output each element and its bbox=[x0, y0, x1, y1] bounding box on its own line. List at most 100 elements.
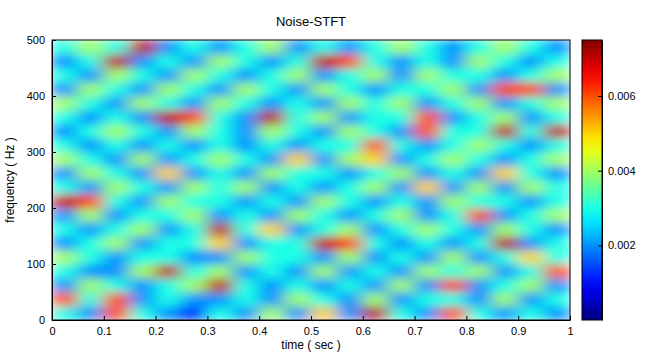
heat-cell bbox=[518, 110, 545, 125]
heat-cell bbox=[362, 40, 389, 55]
heat-cell bbox=[518, 306, 545, 321]
heat-cell bbox=[362, 236, 389, 251]
heat-cell bbox=[492, 124, 519, 139]
heat-cell bbox=[311, 264, 338, 279]
heat-cell bbox=[362, 82, 389, 97]
tick-mark bbox=[207, 316, 208, 320]
axis: 00.10.20.30.40.50.60.70.80.91 bbox=[49, 316, 573, 337]
heat-cell bbox=[207, 96, 234, 111]
heat-cell bbox=[362, 292, 389, 307]
heat-cell bbox=[207, 82, 234, 97]
heat-cell bbox=[492, 264, 519, 279]
heat-cell bbox=[362, 152, 389, 167]
heat-cell bbox=[388, 54, 415, 69]
heat-cell bbox=[440, 166, 467, 181]
heat-cell bbox=[492, 292, 519, 307]
heat-cell bbox=[311, 166, 338, 181]
tick: 0.8 bbox=[459, 316, 474, 337]
heat-cell bbox=[544, 110, 570, 125]
heat-cell bbox=[388, 194, 415, 209]
heat-cell bbox=[388, 96, 415, 111]
heat-cell bbox=[336, 96, 363, 111]
tick: 0.002 bbox=[598, 239, 636, 251]
heat-cell bbox=[259, 40, 286, 55]
heat-cell bbox=[155, 236, 182, 251]
heat-cell bbox=[259, 180, 286, 195]
heat-cell bbox=[440, 292, 467, 307]
heat-cell bbox=[285, 82, 312, 97]
heat-cell bbox=[311, 152, 338, 167]
heat-cell bbox=[129, 166, 156, 181]
heat-cell bbox=[77, 110, 104, 125]
heat-cell bbox=[388, 278, 415, 293]
heat-cell bbox=[259, 194, 286, 209]
heat-cell bbox=[414, 124, 441, 139]
heat-cell bbox=[181, 54, 208, 69]
heat-cell bbox=[492, 40, 519, 55]
heat-cell bbox=[388, 138, 415, 153]
heat-cell bbox=[440, 250, 467, 265]
heat-cell bbox=[336, 138, 363, 153]
heat-cell bbox=[466, 236, 493, 251]
heat-cell bbox=[311, 82, 338, 97]
heat-cell bbox=[466, 306, 493, 321]
heat-cell bbox=[285, 166, 312, 181]
heat-cell bbox=[155, 96, 182, 111]
heat-cell bbox=[155, 82, 182, 97]
heat-cell bbox=[285, 180, 312, 195]
heat-cell bbox=[518, 194, 545, 209]
heat-cell bbox=[103, 180, 130, 195]
heat-cell bbox=[103, 264, 130, 279]
heat-cell bbox=[336, 124, 363, 139]
heat-cell bbox=[440, 152, 467, 167]
heat-cell bbox=[544, 180, 570, 195]
heat-cell bbox=[155, 40, 182, 55]
heat-cell bbox=[129, 110, 156, 125]
heat-cell bbox=[388, 306, 415, 321]
heat-cell bbox=[362, 194, 389, 209]
heat-cell bbox=[336, 264, 363, 279]
tick-label: 0.004 bbox=[608, 165, 636, 177]
heat-cell bbox=[129, 236, 156, 251]
heat-cell bbox=[77, 82, 104, 97]
heat-cell bbox=[285, 194, 312, 209]
heat-cell bbox=[259, 166, 286, 181]
heat-cell bbox=[233, 68, 260, 83]
heat-cell bbox=[77, 194, 104, 209]
heat-cell bbox=[362, 96, 389, 111]
tick-label: 0.4 bbox=[252, 325, 267, 337]
heat-cell bbox=[544, 54, 570, 69]
heat-cell bbox=[155, 54, 182, 69]
heat-cell bbox=[518, 68, 545, 83]
heat-cell bbox=[311, 138, 338, 153]
heat-cell bbox=[362, 264, 389, 279]
heat-cell bbox=[181, 208, 208, 223]
heat-cell bbox=[544, 68, 570, 83]
heat-cell bbox=[155, 110, 182, 125]
heat-cell bbox=[414, 152, 441, 167]
heat-cell bbox=[207, 250, 234, 265]
heat-cell bbox=[362, 180, 389, 195]
heat-cell bbox=[181, 82, 208, 97]
tick-label: 0.6 bbox=[356, 325, 371, 337]
heat-cell bbox=[388, 292, 415, 307]
heat-cell bbox=[233, 54, 260, 69]
heat-cell bbox=[207, 292, 234, 307]
heat-cell bbox=[362, 278, 389, 293]
tick-label: 0.3 bbox=[200, 325, 215, 337]
heat-cell bbox=[336, 54, 363, 69]
heat-cell bbox=[492, 306, 519, 321]
tick-label: 0.006 bbox=[608, 90, 636, 102]
heat-cell bbox=[544, 138, 570, 153]
heat-cell bbox=[311, 124, 338, 139]
heat-cell bbox=[259, 278, 286, 293]
heat-cell bbox=[155, 250, 182, 265]
heat-cell bbox=[155, 306, 182, 321]
heat-cell bbox=[103, 278, 130, 293]
tick-mark bbox=[570, 316, 571, 320]
heat-cell bbox=[155, 152, 182, 167]
heat-cell bbox=[466, 96, 493, 111]
heat-cell bbox=[52, 250, 78, 265]
heat-cell bbox=[544, 278, 570, 293]
heat-cell bbox=[285, 152, 312, 167]
